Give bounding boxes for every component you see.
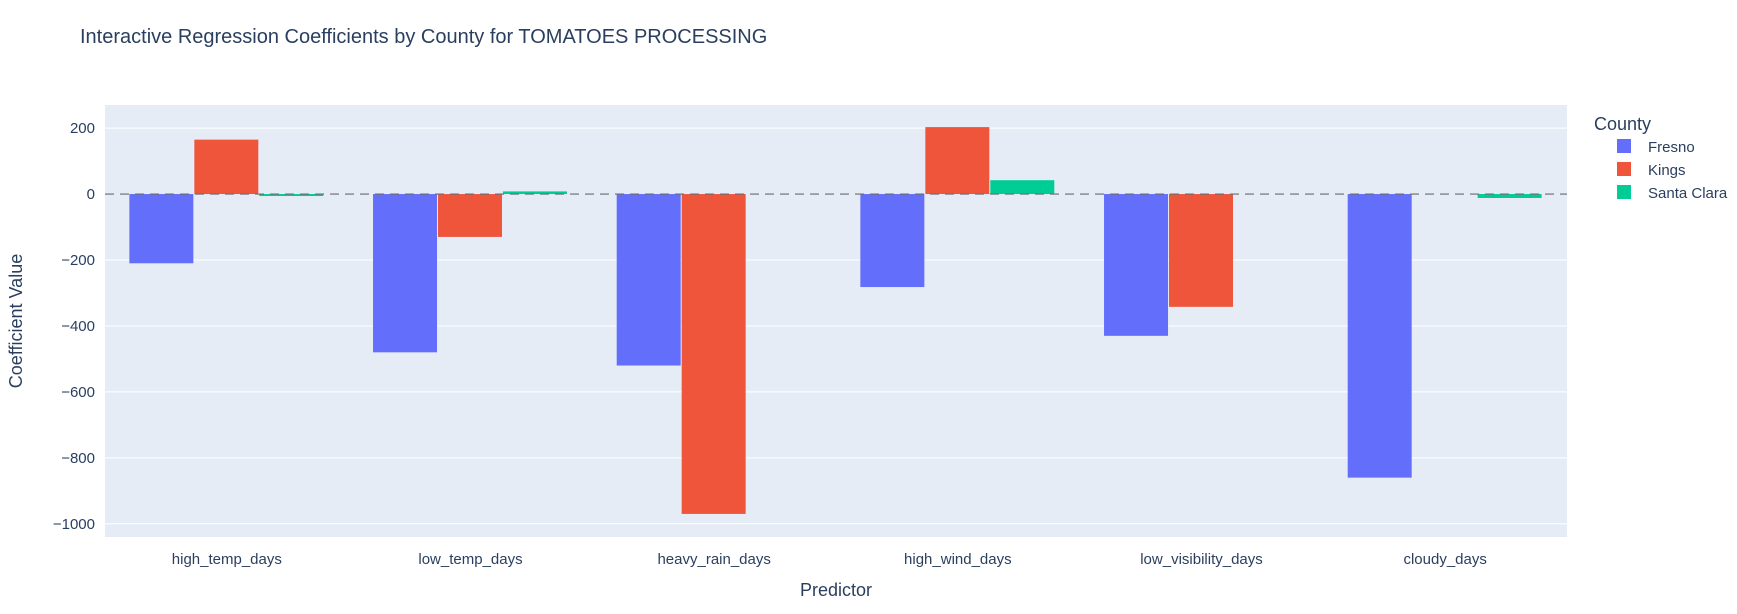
plot-background xyxy=(105,105,1567,537)
y-tick-label: −800 xyxy=(61,450,95,467)
legend-label-fresno: Fresno xyxy=(1648,139,1695,156)
bar-kings-heavy_rain_days xyxy=(681,194,746,514)
legend: County Fresno Kings Santa Clara xyxy=(1594,114,1728,202)
y-tick-label: −400 xyxy=(61,318,95,335)
y-tick-label: 200 xyxy=(70,120,95,137)
x-tick-label: high_temp_days xyxy=(172,551,282,568)
bar-kings-high_wind_days xyxy=(925,127,990,195)
bar-fresno-low_temp_days xyxy=(373,194,438,353)
bars xyxy=(129,127,1542,514)
bar-fresno-cloudy_days xyxy=(1347,194,1412,478)
bar-kings-high_temp_days xyxy=(194,139,259,195)
bar-kings-low_temp_days xyxy=(438,194,502,237)
bar-fresno-high_temp_days xyxy=(129,194,194,264)
y-axis-title: Coefficient Value xyxy=(6,254,26,388)
x-axis-ticks: high_temp_days low_temp_days heavy_rain_da… xyxy=(172,551,1487,568)
legend-label-santa-clara: Santa Clara xyxy=(1648,185,1728,202)
legend-swatch-fresno xyxy=(1617,139,1631,153)
x-tick-label: low_temp_days xyxy=(418,551,522,568)
x-tick-label: cloudy_days xyxy=(1403,551,1486,568)
legend-label-kings: Kings xyxy=(1648,162,1686,179)
bar-santa-clara-low_temp_days xyxy=(502,191,567,195)
y-tick-label: −1000 xyxy=(53,516,95,533)
y-axis-ticks: 200 0 −200 −400 −600 −800 −1000 xyxy=(53,120,95,533)
y-tick-label: −600 xyxy=(61,384,95,401)
gridlines xyxy=(105,127,1567,525)
x-tick-label: heavy_rain_days xyxy=(657,551,770,568)
x-tick-label: high_wind_days xyxy=(904,551,1012,568)
bar-fresno-low_visibility_days xyxy=(1104,194,1169,336)
legend-title: County xyxy=(1594,114,1651,134)
bar-fresno-high_wind_days xyxy=(860,194,925,288)
bar-fresno-heavy_rain_days xyxy=(616,194,681,366)
bar-kings-low_visibility_days xyxy=(1169,194,1233,307)
bar-santa-clara-cloudy_days xyxy=(1477,194,1542,198)
legend-swatch-kings xyxy=(1617,162,1631,176)
bar-santa-clara-high_wind_days xyxy=(990,180,1055,195)
y-tick-label: −200 xyxy=(61,252,95,269)
legend-swatch-santa-clara xyxy=(1617,185,1631,199)
chart-title: Interactive Regression Coefficients by C… xyxy=(80,26,767,48)
y-tick-label: 0 xyxy=(87,186,95,203)
bar-santa-clara-high_temp_days xyxy=(259,194,324,197)
x-tick-label: low_visibility_days xyxy=(1140,551,1263,568)
x-axis-title: Predictor xyxy=(800,580,872,600)
